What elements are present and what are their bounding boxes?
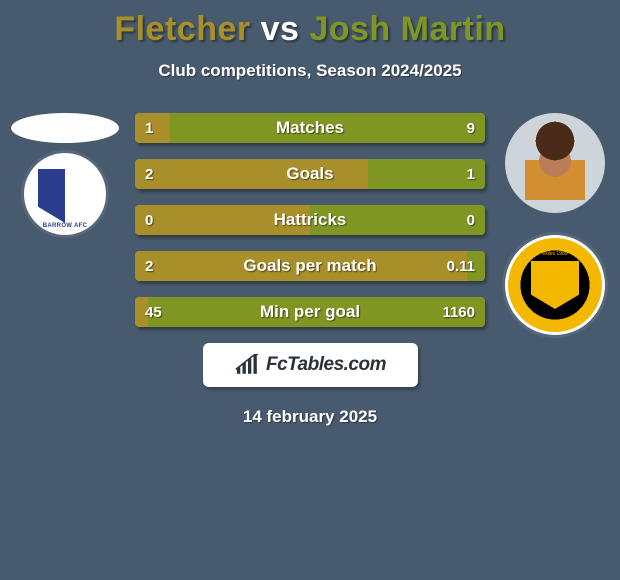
stat-row: 19Matches [135,113,485,143]
brand-text: FcTables.com [266,354,386,376]
comparison-title: Fletcher vs Josh Martin [0,0,620,49]
stat-row: 20.11Goals per match [135,251,485,281]
player1-club-crest [24,153,106,235]
stat-row: 451160Min per goal [135,297,485,327]
player2-column [500,113,610,335]
date-label: 14 february 2025 [20,407,600,427]
title-player2: Josh Martin [309,10,505,48]
player2-avatar [505,113,605,213]
player2-club-crest [505,235,605,335]
stat-label: Goals per match [135,256,485,276]
brand-box[interactable]: FcTables.com [203,343,418,387]
subtitle: Club competitions, Season 2024/2025 [0,61,620,81]
stats-bars: 19Matches 21Goals 00Hattricks 20.11Goals pe… [135,113,485,327]
content-area: 19Matches 21Goals 00Hattricks 20.11Goals pe… [0,113,620,427]
title-vs: vs [261,10,300,48]
stat-label: Goals [135,164,485,184]
title-player1: Fletcher [114,10,250,48]
player1-column [10,113,120,235]
bar-chart-icon [234,354,262,376]
stat-row: 00Hattricks [135,205,485,235]
player1-avatar [11,113,119,143]
stat-label: Hattricks [135,210,485,230]
stat-label: Min per goal [135,302,485,322]
stat-label: Matches [135,118,485,138]
stat-row: 21Goals [135,159,485,189]
